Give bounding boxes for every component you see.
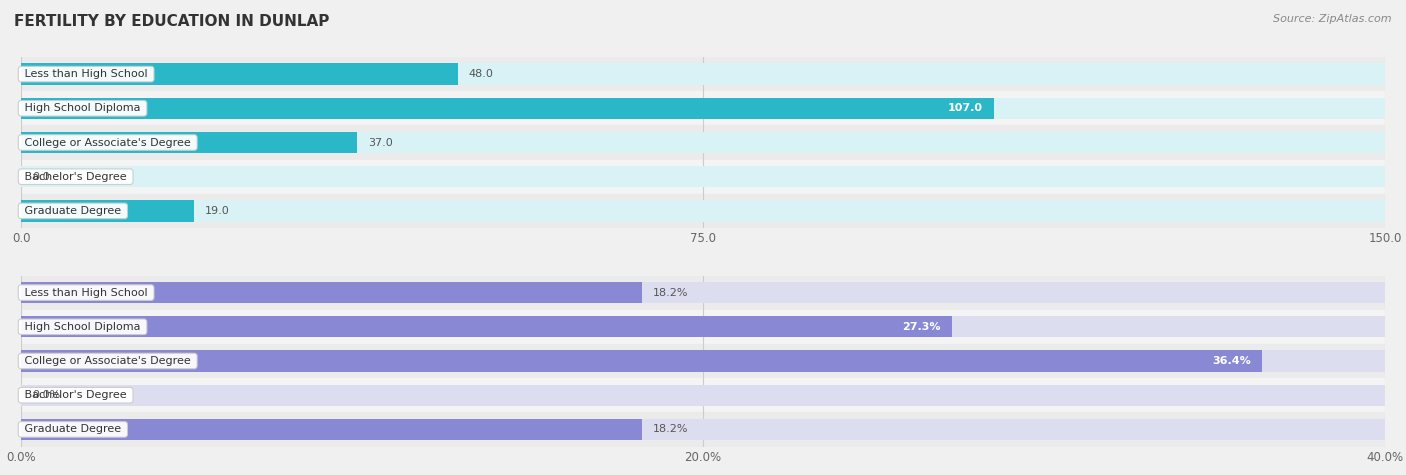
- Bar: [21, 378, 1385, 412]
- Bar: [21, 310, 1385, 344]
- Bar: [21, 98, 1385, 119]
- Bar: [21, 132, 357, 153]
- Text: 18.2%: 18.2%: [652, 287, 688, 298]
- Bar: [21, 57, 1385, 91]
- Bar: [21, 194, 1385, 228]
- Text: 107.0: 107.0: [948, 103, 983, 114]
- Bar: [21, 412, 1385, 446]
- Bar: [21, 344, 1385, 378]
- Bar: [21, 166, 1385, 187]
- Text: 19.0: 19.0: [205, 206, 229, 216]
- Bar: [21, 200, 1385, 221]
- Bar: [21, 419, 1385, 440]
- Text: 27.3%: 27.3%: [903, 322, 941, 332]
- Text: Less than High School: Less than High School: [21, 287, 152, 298]
- Bar: [21, 200, 194, 221]
- Bar: [21, 91, 1385, 125]
- Text: 0.0: 0.0: [32, 171, 49, 182]
- Bar: [21, 125, 1385, 160]
- Text: 37.0: 37.0: [368, 137, 394, 148]
- Bar: [21, 64, 457, 85]
- Bar: [21, 351, 1385, 371]
- Text: College or Associate's Degree: College or Associate's Degree: [21, 137, 194, 148]
- Bar: [21, 316, 1385, 337]
- Text: FERTILITY BY EDUCATION IN DUNLAP: FERTILITY BY EDUCATION IN DUNLAP: [14, 14, 329, 29]
- Bar: [21, 282, 641, 303]
- Text: High School Diploma: High School Diploma: [21, 103, 143, 114]
- Text: 36.4%: 36.4%: [1212, 356, 1251, 366]
- Bar: [21, 282, 1385, 303]
- Text: High School Diploma: High School Diploma: [21, 322, 143, 332]
- Bar: [21, 160, 1385, 194]
- Bar: [21, 64, 1385, 85]
- Text: Bachelor's Degree: Bachelor's Degree: [21, 171, 131, 182]
- Bar: [21, 351, 1263, 371]
- Text: 18.2%: 18.2%: [652, 424, 688, 435]
- Text: 48.0: 48.0: [468, 69, 494, 79]
- Bar: [21, 132, 1385, 153]
- Text: Graduate Degree: Graduate Degree: [21, 206, 125, 216]
- Text: Source: ZipAtlas.com: Source: ZipAtlas.com: [1274, 14, 1392, 24]
- Bar: [21, 316, 952, 337]
- Text: Bachelor's Degree: Bachelor's Degree: [21, 390, 131, 400]
- Text: Less than High School: Less than High School: [21, 69, 152, 79]
- Text: College or Associate's Degree: College or Associate's Degree: [21, 356, 194, 366]
- Bar: [21, 276, 1385, 310]
- Bar: [21, 98, 994, 119]
- Bar: [21, 385, 1385, 406]
- Bar: [21, 419, 641, 440]
- Text: 0.0%: 0.0%: [32, 390, 60, 400]
- Text: Graduate Degree: Graduate Degree: [21, 424, 125, 435]
